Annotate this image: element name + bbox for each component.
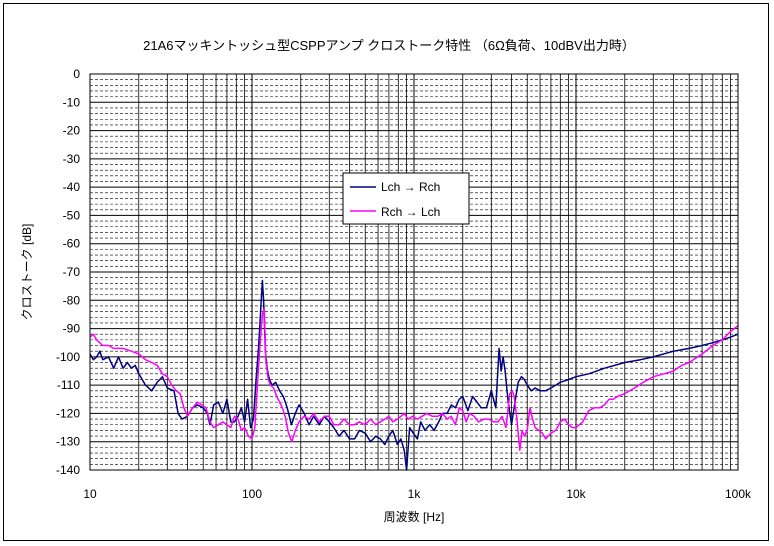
x-tick-labels: 10 100 1k 10k 100k [83,487,752,501]
x-axis-label: 周波数 [Hz] [384,509,445,524]
x-tick-label: 10 [83,487,97,501]
x-tick-label: 100 [242,487,262,501]
plot-border [89,73,739,471]
y-tick-label: -110 [57,378,80,392]
y-tick-label: -10 [63,95,81,109]
y-tick-label: -90 [63,322,81,336]
legend-box [342,172,470,225]
y-tick-label: -140 [56,463,80,477]
legend-label-rch-to-lch: Rch → Lch [381,205,440,219]
y-tick-label: -50 [63,208,81,222]
chart-svg: 21A6マッキントッシュ型CSPPアンプ クロストーク特性 （6Ω負荷、10dB… [20,38,752,524]
y-axis-label: クロストーク [dB] [20,224,34,321]
y-tick-label: -40 [63,180,81,194]
y-tick-label: -20 [63,124,81,138]
legend-label-lch-to-rch: Lch → Rch [381,180,440,194]
x-tick-label: 1k [408,487,422,501]
y-tick-label: -120 [56,406,80,420]
y-tick-label: -60 [63,237,81,251]
grid-layer [89,73,739,471]
series-layer [89,279,739,471]
y-tick-label: -80 [63,293,81,307]
series-line-rch-to-lch [89,308,739,451]
y-tick-label: 0 [73,67,80,81]
y-tick-label: -130 [56,435,80,449]
y-tick-label: -100 [56,350,80,364]
y-tick-label: -30 [63,152,81,166]
chart-frame: 21A6マッキントッシュ型CSPPアンプ クロストーク特性 （6Ω負荷、10dB… [3,3,769,541]
x-tick-label: 10k [566,487,586,501]
y-tick-labels: 0 -10 -20 -30 -40 -50 -60 -70 -80 -90 -100 -110 -120… [56,67,80,477]
x-tick-label: 100k [725,487,752,501]
chart-title: 21A6マッキントッシュ型CSPPアンプ クロストーク特性 （6Ω負荷、10dB… [143,38,635,53]
legend: Lch → Rch Rch → Lch [342,172,470,225]
y-tick-label: -70 [63,265,81,279]
